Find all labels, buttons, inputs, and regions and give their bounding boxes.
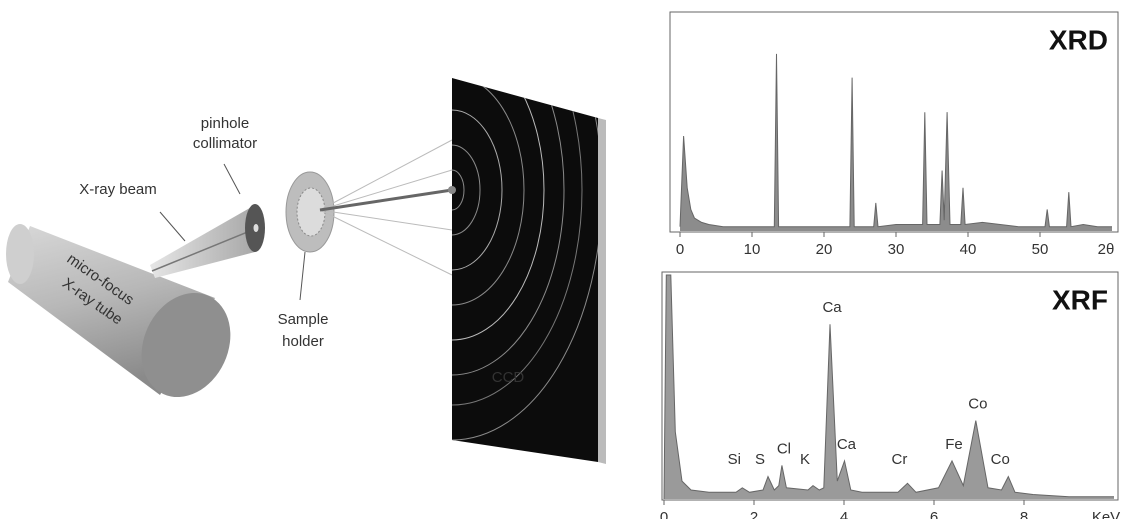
x-tick-label: 30 [888,241,905,258]
ring [452,169,465,211]
x-tick-label: 0 [660,509,668,519]
x-tick-label: 50 [1032,241,1049,258]
leader [299,251,306,301]
ccd [452,78,598,462]
peak-label: Fe [945,436,963,453]
peak-label: Cl [777,440,791,457]
peak-label: Co [968,396,987,413]
chart-title: XRF [1052,284,1108,315]
x-tick-label: 4 [840,509,848,519]
spectrum-line [663,274,1114,500]
tube-end [141,292,231,398]
spectrum-line [679,53,1112,228]
ray [319,209,453,231]
x-tick-label: 20 [816,241,833,258]
diffraction-rays [319,139,453,276]
label: Sample [278,311,329,328]
peak-label: K [800,451,810,468]
direct-beam [319,188,453,212]
sample [296,187,326,237]
x-tick-label: 2 [750,509,758,519]
x-tick-label: 40 [960,241,977,258]
x-tick-label: 10 [744,241,761,258]
plot-frame [669,11,1119,233]
label: X-ray beam [79,181,157,198]
leader [223,163,241,195]
label: pinhole [201,115,249,132]
beam-line [151,228,256,272]
peak-label: Ca [837,436,857,453]
ray [319,169,453,211]
peak-label: S [755,451,765,468]
tube-back [6,224,34,284]
plot-frame [661,271,1119,501]
peak-label: Cr [892,451,908,468]
x-axis-label: 2θ [1098,241,1115,258]
peak-label: Si [728,451,741,468]
setup-diagram: pinhole collimator X-ray beam micro-focu… [6,78,606,464]
ring [452,144,481,236]
x-tick-label: 6 [930,509,938,519]
ccd-edge [598,118,606,464]
label: holder [282,333,324,350]
x-tick-label: 0 [676,241,684,258]
ray [319,139,453,211]
peak-label: Ca [822,299,842,316]
peak-label: Co [991,451,1010,468]
ray [319,209,453,276]
ring [452,109,503,271]
ring [452,78,525,306]
spectrum-area [680,53,1112,232]
chart-title: XRD [1049,24,1108,55]
ring [452,78,545,341]
label: collimator [193,135,257,152]
ring [452,78,583,406]
rings [452,78,598,441]
beam-cone [150,205,255,278]
x-axis-label: KeV [1092,509,1120,519]
leader [159,211,186,242]
beam-spot [448,186,456,194]
label: CCD [492,369,525,386]
ring [452,78,565,376]
pinhole [253,224,259,232]
x-tick-label: 8 [1020,509,1028,519]
